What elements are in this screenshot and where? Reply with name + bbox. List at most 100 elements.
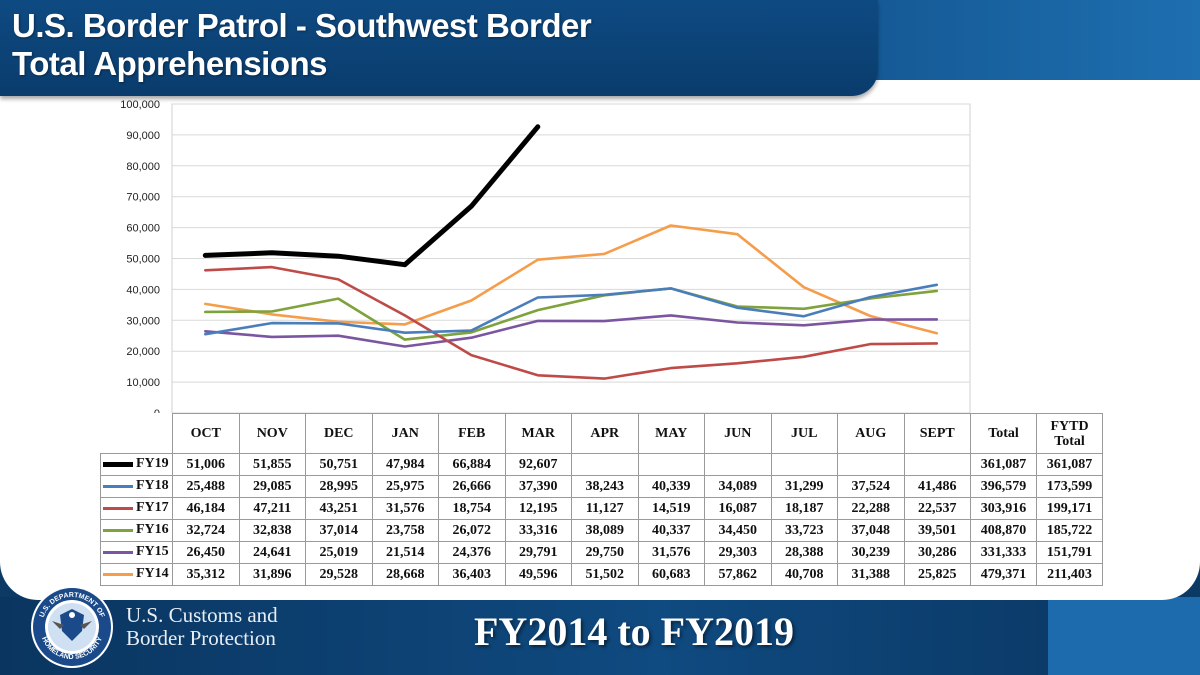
table-cell: 37,014 <box>305 519 373 542</box>
table-cell: 11,127 <box>571 497 639 520</box>
page-title: U.S. Border Patrol - Southwest Border <box>12 7 592 44</box>
series-line-fy14 <box>204 224 939 335</box>
table-cell: 50,751 <box>305 453 373 476</box>
table-cell: 40,708 <box>770 563 838 586</box>
table-cell: 28,668 <box>371 563 439 586</box>
column-header: SEPT <box>903 413 971 454</box>
dhs-seal-icon: U.S. DEPARTMENT OF HOMELAND SECURITY <box>31 586 113 668</box>
table-cell: 24,376 <box>438 541 506 564</box>
table-cell: 34,450 <box>704 519 772 542</box>
table-cell: 16,087 <box>704 497 772 520</box>
table-cell: 31,576 <box>637 541 705 564</box>
y-tick-label: 10,000 <box>126 377 160 389</box>
table-cell: 46,184 <box>172 497 240 520</box>
table-cell: 92,607 <box>504 453 572 476</box>
legend-swatch <box>103 484 133 488</box>
table-cell: 23,758 <box>371 519 439 542</box>
column-header: JAN <box>371 413 439 454</box>
table-row: FY17 46,184 47,211 43,251 31,576 18,754 12,195… <box>100 497 1103 520</box>
series-name: FY19 <box>136 456 169 472</box>
legend-swatch <box>103 550 133 554</box>
table-total-cell: 173,599 <box>1036 475 1103 498</box>
column-header: MAY <box>637 413 705 454</box>
series-name: FY14 <box>136 566 169 582</box>
series-line-fy18 <box>204 283 939 336</box>
table-cell: 38,089 <box>571 519 639 542</box>
table-row: FY15 26,450 24,641 25,019 21,514 24,376 29,791… <box>100 541 1103 564</box>
table-cell: 60,683 <box>637 563 705 586</box>
footer-band <box>0 597 1200 675</box>
y-tick-label: 20,000 <box>126 346 160 358</box>
legend-swatch <box>103 461 133 467</box>
table-cell: 49,596 <box>504 563 572 586</box>
range-title: FY2014 to FY2019 <box>474 609 794 654</box>
table-cell: 29,750 <box>571 541 639 564</box>
table-total-cell: 408,870 <box>970 519 1037 542</box>
table-cell: 43,251 <box>305 497 373 520</box>
table-total-cell: 479,371 <box>970 563 1037 586</box>
table-cell: 40,339 <box>637 475 705 498</box>
column-header: MAR <box>504 413 572 454</box>
column-header: APR <box>571 413 639 454</box>
y-tick-label: 50,000 <box>126 254 160 266</box>
table-cell: 37,048 <box>837 519 905 542</box>
agency-line-2: Border Protection <box>126 626 276 650</box>
table-cell: 28,388 <box>770 541 838 564</box>
table-cell: 18,187 <box>770 497 838 520</box>
table-cell: 38,243 <box>571 475 639 498</box>
table-cell: 31,576 <box>371 497 439 520</box>
data-table: OCT NOV DEC JAN FEB MAR APR MAY JUN JUL AUG SEPT Tot… <box>100 413 1103 586</box>
y-tick-label: 40,000 <box>126 284 160 296</box>
table-cell: 25,019 <box>305 541 373 564</box>
table-total-cell: 396,579 <box>970 475 1037 498</box>
table-cell: 33,316 <box>504 519 572 542</box>
table-cell: 47,211 <box>238 497 306 520</box>
table-cell: 32,724 <box>172 519 240 542</box>
table-cell: 21,514 <box>371 541 439 564</box>
column-header: AUG <box>837 413 905 454</box>
series-legend-cell: FY19 <box>100 453 173 476</box>
table-total-cell: 303,916 <box>970 497 1037 520</box>
table-cell: 37,390 <box>504 475 572 498</box>
table-cell: 37,524 <box>837 475 905 498</box>
y-tick-label: 100,000 <box>120 99 160 111</box>
table-cell: 29,085 <box>238 475 306 498</box>
table-cell <box>903 453 971 476</box>
table-cell: 33,723 <box>770 519 838 542</box>
table-cell: 66,884 <box>438 453 506 476</box>
table-cell <box>571 453 639 476</box>
table-cell: 57,862 <box>704 563 772 586</box>
table-cell: 31,896 <box>238 563 306 586</box>
y-tick-label: 90,000 <box>126 130 160 142</box>
table-row: FY19 51,006 51,855 50,751 47,984 66,884 92,607… <box>100 453 1103 476</box>
table-cell <box>837 453 905 476</box>
column-header: DEC <box>305 413 373 454</box>
table-cell: 36,403 <box>438 563 506 586</box>
table-total-cell: 211,403 <box>1036 563 1103 586</box>
table-cell: 25,975 <box>371 475 439 498</box>
table-cell: 51,855 <box>238 453 306 476</box>
table-cell: 24,641 <box>238 541 306 564</box>
series-legend-cell: FY16 <box>100 519 173 542</box>
table-row: FY14 35,312 31,896 29,528 28,668 36,403 49,596… <box>100 563 1103 586</box>
table-cell: 31,388 <box>837 563 905 586</box>
table-cell: 29,528 <box>305 563 373 586</box>
table-header-row: OCT NOV DEC JAN FEB MAR APR MAY JUN JUL AUG SEPT Tot… <box>100 413 1103 454</box>
series-line-fy15 <box>204 314 939 348</box>
y-tick-label: 80,000 <box>126 161 160 173</box>
table-total-cell: 151,791 <box>1036 541 1103 564</box>
title-box: U.S. Border Patrol - Southwest Border To… <box>0 0 878 96</box>
table-cell: 39,501 <box>903 519 971 542</box>
table-total-cell: 361,087 <box>1036 453 1103 476</box>
table-cell: 18,754 <box>438 497 506 520</box>
agency-line-1: U.S. Customs and <box>126 603 278 627</box>
footer-accent <box>1048 597 1200 675</box>
table-cell: 14,519 <box>637 497 705 520</box>
legend-swatch <box>103 528 133 532</box>
page-subtitle: Total Apprehensions <box>12 45 328 82</box>
table-total-cell: 331,333 <box>970 541 1037 564</box>
table-cell: 22,288 <box>837 497 905 520</box>
column-header: JUL <box>770 413 838 454</box>
table-cell: 26,450 <box>172 541 240 564</box>
